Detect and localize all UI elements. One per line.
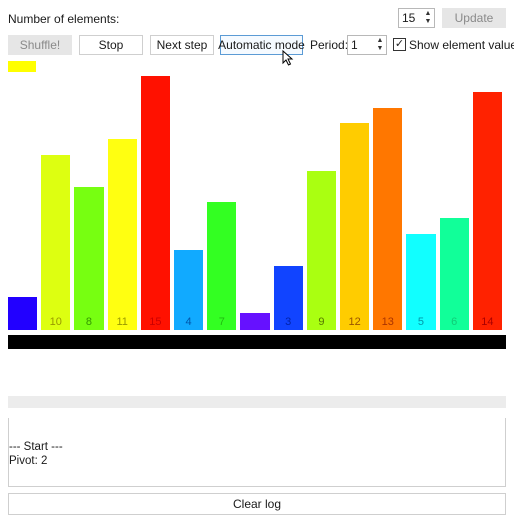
bar-10: 12	[340, 123, 369, 330]
bar-9: 9	[307, 171, 336, 330]
element-count-stepper[interactable]: 15 ▲ ▼	[398, 8, 435, 28]
show-value-checkbox[interactable]: ✓	[393, 38, 406, 51]
bar-value-label: 15	[141, 316, 170, 328]
bar-6: 7	[207, 202, 236, 330]
period-value[interactable]: 1	[348, 38, 374, 52]
bar-chart: 10 8 11 15 4 7 3 9 12 13 5 6 14	[8, 76, 506, 330]
log-lines: --- Start --- Pivot: 2	[9, 440, 505, 468]
mouse-cursor-icon	[282, 50, 294, 66]
bar-1: 10	[41, 155, 70, 330]
bar-5: 4	[174, 250, 203, 330]
period-stepper[interactable]: 1 ▲ ▼	[347, 35, 387, 55]
period-label: Period:	[310, 38, 348, 52]
highlight-color-swatch	[8, 61, 36, 72]
bar-14: 14	[473, 92, 502, 330]
bar-value-label: 13	[373, 316, 402, 328]
bar-2: 8	[74, 187, 103, 330]
bar-value-label: 14	[473, 316, 502, 328]
stop-button[interactable]: Stop	[79, 35, 143, 55]
bar-value-label: 12	[340, 316, 369, 328]
checkmark-icon: ✓	[395, 38, 404, 50]
bar-3: 11	[108, 139, 137, 330]
bar-value-label: 3	[274, 316, 303, 328]
bar-4: 15	[141, 76, 170, 330]
bar-value-label: 9	[307, 316, 336, 328]
bar-8: 3	[274, 266, 303, 330]
bar-7	[240, 313, 269, 330]
bar-value-label: 8	[74, 316, 103, 328]
bar-0	[8, 297, 37, 330]
bar-value-label: 11	[108, 316, 137, 328]
bar-12: 5	[406, 234, 435, 330]
next-step-button[interactable]: Next step	[150, 35, 214, 55]
bar-13: 6	[440, 218, 469, 330]
bar-value-label: 6	[440, 316, 469, 328]
bar-11: 13	[373, 108, 402, 330]
bar-value-label: 5	[406, 316, 435, 328]
show-value-label: Show element value	[409, 38, 514, 52]
stepper-arrows-icon[interactable]: ▲ ▼	[374, 36, 386, 54]
progress-bar	[8, 396, 506, 408]
update-button[interactable]: Update	[442, 8, 506, 28]
log-line: Pivot: 2	[9, 454, 505, 468]
clear-log-button[interactable]: Clear log	[8, 493, 506, 515]
log-area[interactable]: --- Start --- Pivot: 2	[8, 418, 506, 487]
element-count-value[interactable]: 15	[399, 11, 422, 25]
bar-value-label: 7	[207, 316, 236, 328]
bar-value-label: 10	[41, 316, 70, 328]
pivot-baseline	[8, 335, 506, 349]
log-line: --- Start ---	[9, 440, 505, 454]
element-count-label: Number of elements:	[8, 12, 119, 26]
stepper-arrows-icon[interactable]: ▲ ▼	[422, 9, 434, 27]
shuffle-button[interactable]: Shuffle!	[8, 35, 72, 55]
bar-value-label: 4	[174, 316, 203, 328]
